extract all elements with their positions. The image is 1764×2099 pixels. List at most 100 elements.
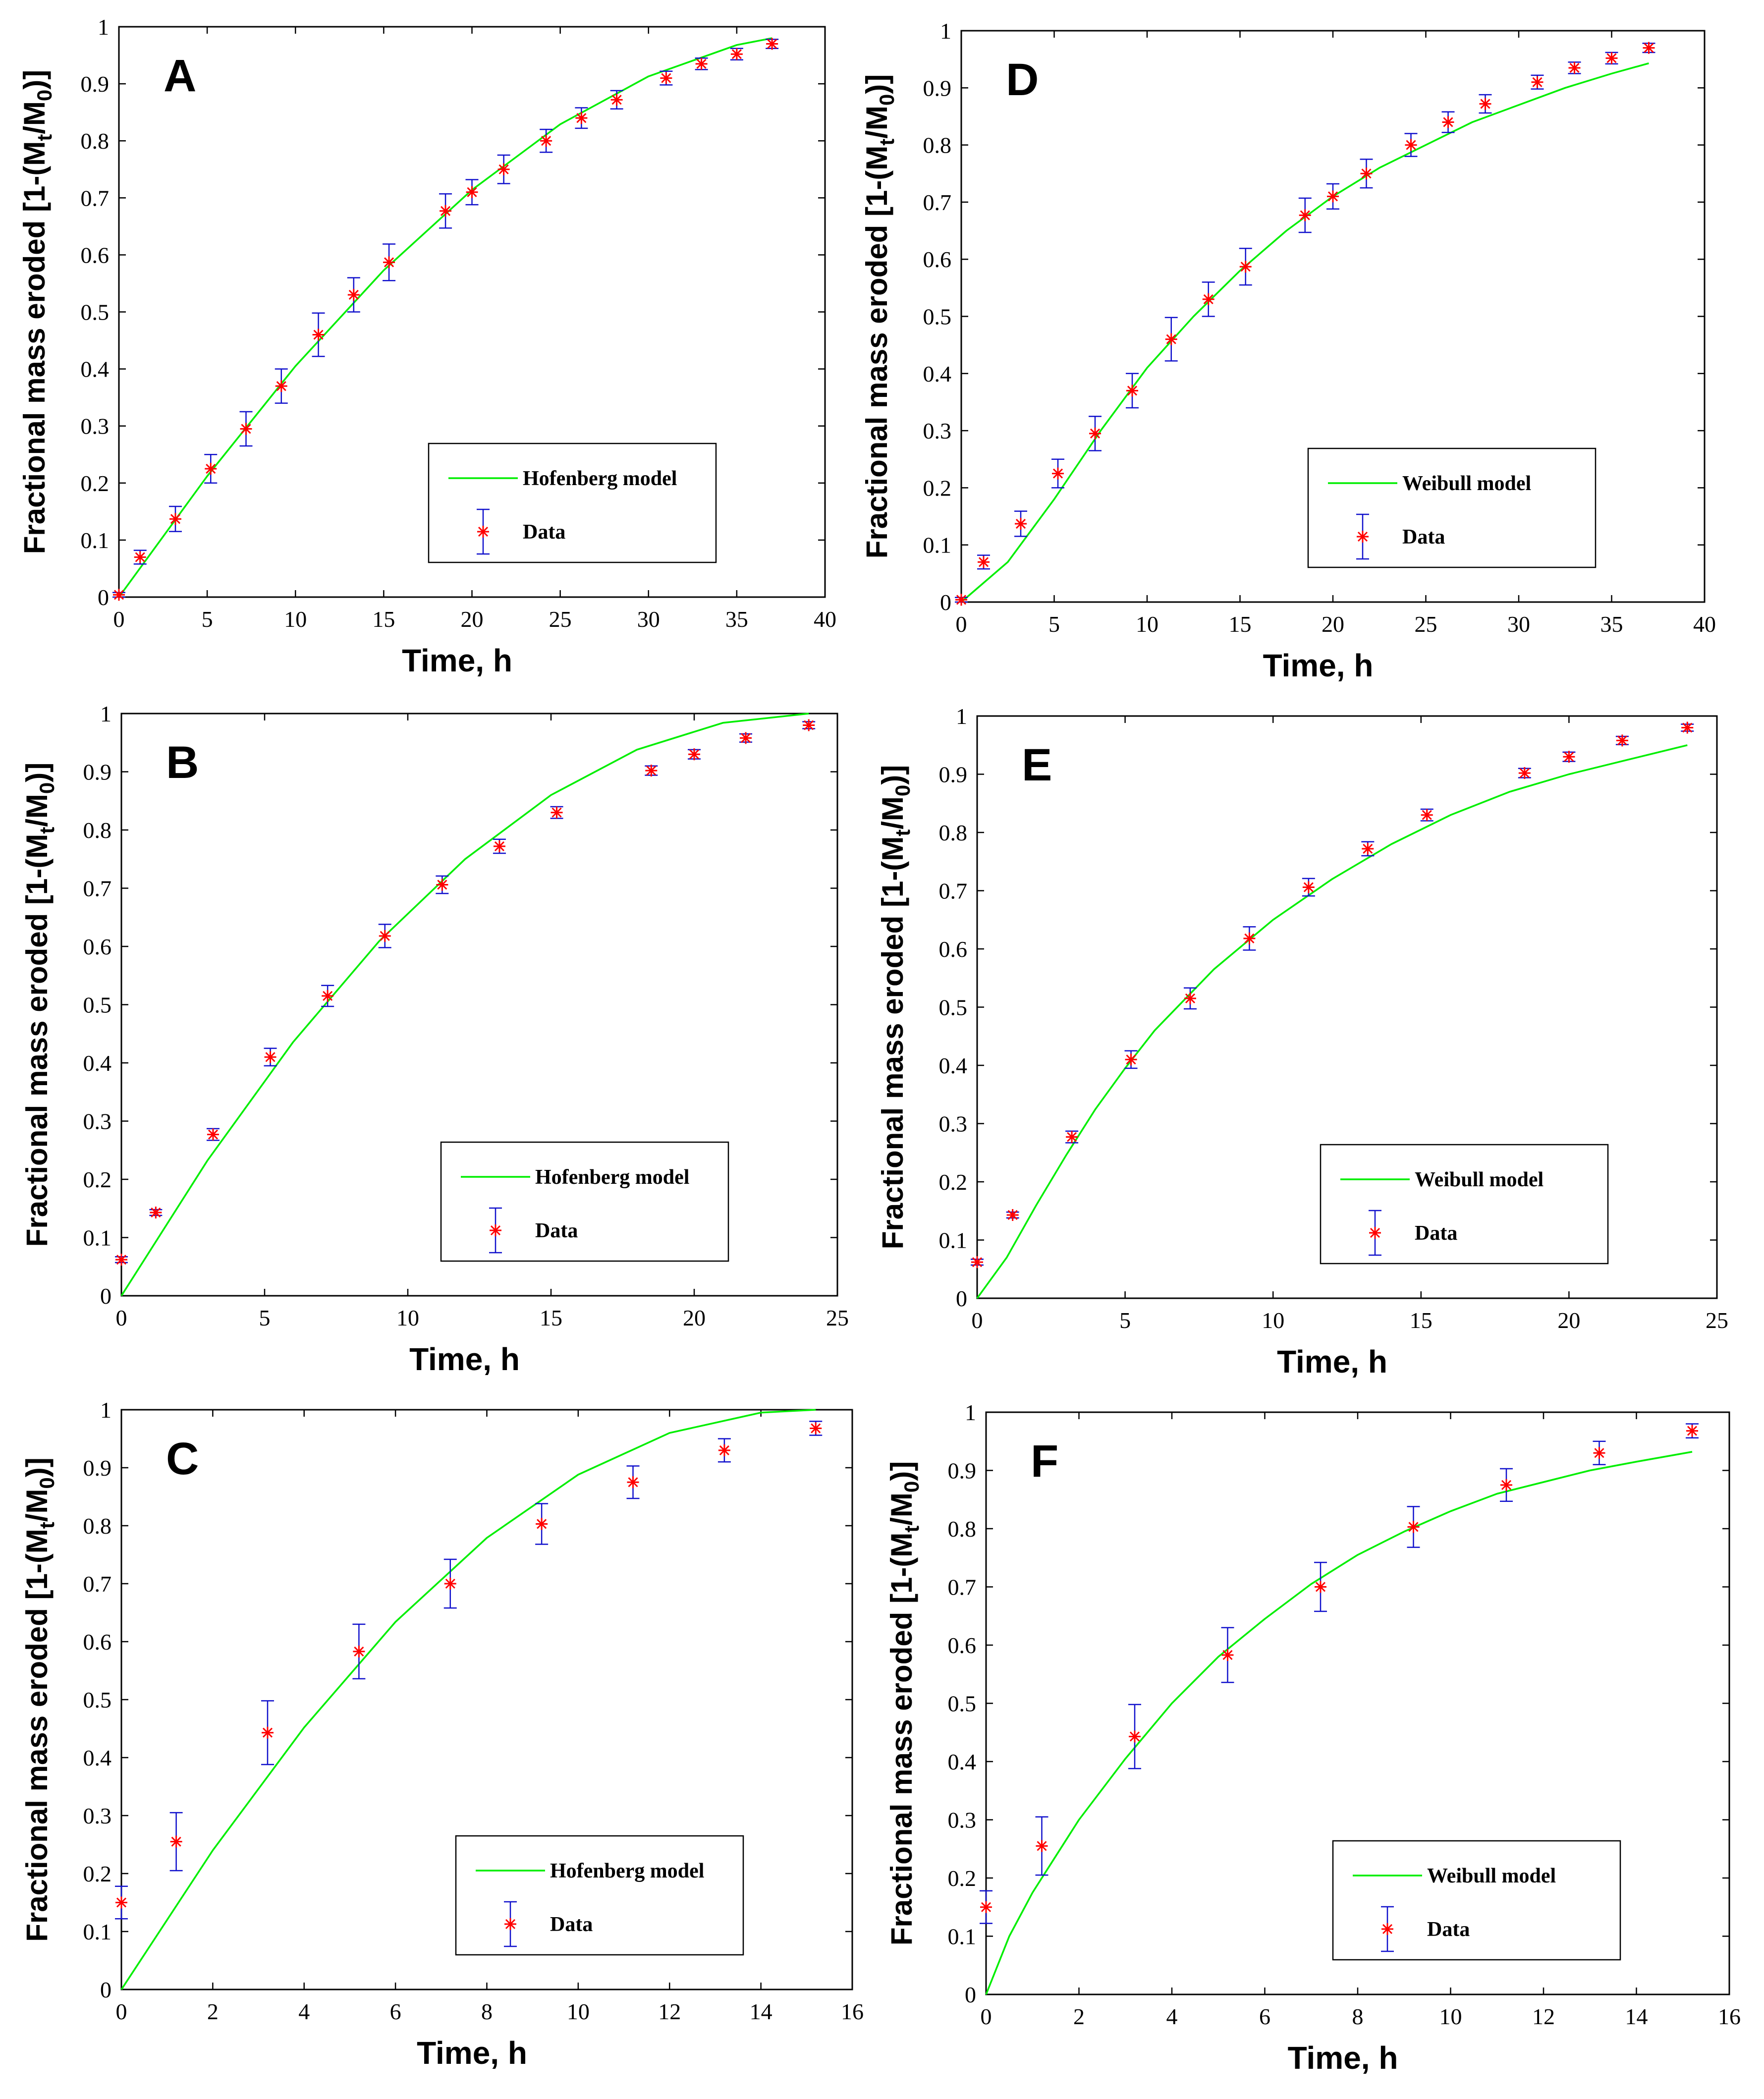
data-marker: [645, 765, 658, 777]
x-tick-label: 0: [956, 611, 967, 637]
y-axis-label-part: t: [875, 139, 898, 146]
data-marker: [379, 930, 391, 942]
x-tick-label: 5: [202, 607, 213, 632]
x-tick-label: 15: [540, 1305, 562, 1330]
y-axis-label-part: t: [35, 1522, 58, 1529]
data-marker: [536, 1518, 548, 1530]
data-marker: [610, 94, 623, 106]
data-point: [133, 550, 147, 565]
y-axis-label: Fractional mass eroded [1-(Mt/M0)]: [860, 74, 898, 559]
x-tick-label: 20: [683, 1305, 706, 1330]
y-tick-label: 0.4: [83, 1050, 112, 1076]
y-tick-label: 0.7: [81, 185, 110, 211]
data-point: [575, 107, 588, 129]
data-point: [321, 985, 334, 1007]
y-axis-label-part: /M: [18, 101, 51, 134]
legend: Hofenberg model Data: [428, 442, 717, 563]
data-marker: [1407, 1521, 1420, 1533]
legend-box: [1320, 1144, 1609, 1265]
x-tick-label: 0: [116, 1999, 127, 2024]
data-point: [493, 838, 506, 854]
legend-box: [1307, 447, 1597, 568]
x-tick-label: 10: [1136, 611, 1158, 637]
y-axis-label-part: Fractional mass eroded [1-(M: [18, 141, 51, 554]
data-marker: [1239, 261, 1252, 273]
data-marker: [493, 840, 505, 852]
x-tick-label: 25: [549, 607, 572, 632]
data-point: [1404, 133, 1418, 157]
y-axis-label-part: )]: [876, 765, 909, 785]
data-point: [1361, 841, 1375, 857]
data-point: [1183, 987, 1197, 1010]
data-point: [1479, 94, 1492, 114]
x-tick-label: 10: [284, 607, 307, 632]
panel-letter: D: [1006, 55, 1039, 105]
y-tick-label: 0.8: [948, 1516, 977, 1542]
data-marker: [660, 72, 672, 84]
y-axis-label-part: )]: [860, 74, 893, 94]
x-tick-label: 40: [1693, 611, 1716, 637]
y-tick-label: 0.6: [948, 1633, 977, 1658]
y-tick-label: 0.1: [83, 1919, 112, 1944]
y-tick-label: 0.1: [83, 1225, 112, 1251]
legend-model-label: Hofenberg model: [550, 1860, 704, 1882]
y-axis-label-part: t: [900, 1526, 923, 1533]
data-marker: [1681, 721, 1694, 734]
y-tick-label: 0.1: [923, 533, 952, 558]
legend-marker-swatch: [1369, 1227, 1381, 1239]
data-marker: [1015, 518, 1027, 530]
x-tick-label: 25: [1706, 1308, 1728, 1333]
data-marker: [207, 1128, 219, 1141]
data-point: [465, 179, 479, 206]
y-tick-label: 0.7: [83, 876, 112, 901]
data-marker: [688, 748, 700, 761]
y-axis-label-part: )]: [20, 1457, 54, 1477]
y-tick-label: 0: [100, 1977, 111, 2002]
y-tick-label: 0.1: [81, 528, 110, 553]
data-point: [730, 48, 743, 61]
y-tick-label: 0.5: [939, 995, 968, 1020]
data-marker: [1315, 1581, 1326, 1593]
y-tick-label: 0.6: [923, 247, 952, 272]
data-marker: [383, 256, 395, 269]
data-marker: [695, 57, 708, 70]
legend-marker-swatch: [477, 526, 489, 538]
data-point: [383, 243, 396, 281]
data-point: [169, 505, 182, 532]
y-tick-label: 1: [100, 1397, 111, 1423]
x-tick-label: 2: [207, 1999, 219, 2024]
x-tick-label: 2: [1073, 2004, 1085, 2029]
y-tick-label: 0.7: [939, 879, 968, 904]
x-tick-label: 10: [1262, 1308, 1284, 1333]
y-axis-label-part: 0: [875, 94, 898, 106]
model-curve: [120, 1409, 816, 1990]
y-tick-label: 0.2: [939, 1169, 968, 1195]
y-axis-label-part: /M: [20, 794, 54, 827]
data-point: [1615, 734, 1629, 747]
data-point: [1051, 458, 1064, 489]
data-point: [977, 554, 990, 570]
y-tick-label: 0.3: [923, 418, 952, 443]
data-point: [1302, 878, 1315, 897]
data-marker: [347, 288, 360, 301]
data-point: [1014, 510, 1027, 537]
legend: Hofenberg model Data: [440, 1141, 729, 1262]
x-tick-label: 0: [981, 2004, 992, 2029]
data-point: [312, 312, 325, 357]
data-point: [1164, 317, 1178, 362]
y-tick-label: 0.9: [923, 75, 952, 101]
legend-box: [455, 1835, 744, 1956]
data-point: [1128, 1704, 1141, 1769]
y-tick-label: 0.9: [81, 71, 110, 97]
x-axis-label: Time, h: [1263, 648, 1374, 683]
x-tick-label: 15: [372, 607, 395, 632]
x-tick-label: 40: [814, 607, 836, 632]
y-tick-label: 0.1: [948, 1924, 977, 1949]
legend-marker-swatch: [490, 1224, 501, 1236]
panel-c: 0 2 4 6 8 10 12 14 1600.10.20.30.40.50.60.70.80.…: [20, 1397, 864, 2071]
legend-data-label: Data: [523, 521, 565, 544]
y-axis-label-part: Fractional mass eroded [1-(M: [885, 1533, 918, 1946]
data-point: [206, 1128, 220, 1141]
y-axis-label-part: t: [33, 134, 56, 141]
y-tick-label: 0.8: [81, 128, 110, 154]
